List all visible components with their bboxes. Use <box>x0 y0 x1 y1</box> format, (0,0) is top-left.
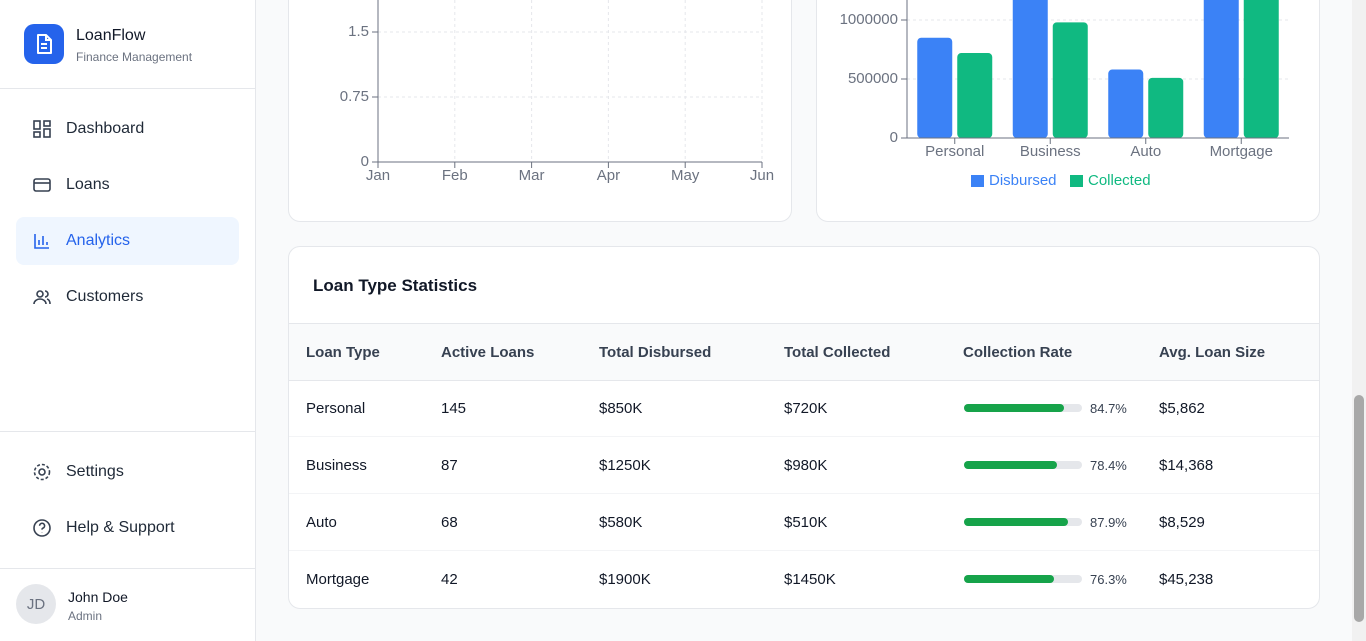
icon <box>33 463 51 481</box>
rate-track <box>964 404 1082 412</box>
table-cell: $1250K <box>599 457 651 474</box>
row-divider <box>289 493 1319 494</box>
table-cell: 145 <box>441 400 467 417</box>
row-divider <box>289 550 1319 551</box>
rate-label: 78.4% <box>1090 458 1127 473</box>
nav-item[interactable]: Help & Support <box>16 504 239 552</box>
table-cell: 42 <box>441 571 458 588</box>
table-card: Loan Type Statistics Loan Type Active Loa… <box>288 246 1320 609</box>
column-header: Active Loans <box>441 343 535 361</box>
table-cell: $45,238 <box>1159 571 1214 588</box>
scroll-thumb[interactable] <box>1354 395 1364 622</box>
bar-chart-card <box>816 0 1320 222</box>
logo <box>24 24 64 64</box>
table-cell: 68 <box>441 514 458 531</box>
divider <box>0 431 255 432</box>
tagline: Finance Management <box>76 50 193 64</box>
rate-bar <box>964 575 1055 583</box>
column-header: Collection Rate <box>963 343 1073 361</box>
user-name: John Doe <box>68 589 128 605</box>
avatar: JD <box>16 584 56 624</box>
table-cell: $5,862 <box>1159 400 1205 417</box>
table-cell: $8,529 <box>1159 514 1205 531</box>
table-cell: $720K <box>784 400 828 417</box>
table-cell: Mortgage <box>306 571 370 588</box>
table-cell: $980K <box>784 457 828 474</box>
nav-item[interactable]: Dashboard <box>16 105 239 153</box>
column-header: Total Disbursed <box>599 343 712 361</box>
table-title: Loan Type Statistics <box>313 276 478 295</box>
nav-label: Analytics <box>66 232 131 249</box>
nav-label: Help & Support <box>66 519 175 536</box>
icon <box>33 178 51 192</box>
column-header: Avg. Loan Size <box>1159 343 1266 361</box>
line-chart-card <box>288 0 792 222</box>
rate-label: 76.3% <box>1090 572 1127 587</box>
nav-item[interactable]: Settings <box>16 448 239 496</box>
rate-track <box>964 461 1082 469</box>
table-header <box>289 323 1319 381</box>
nav-item[interactable]: Analytics <box>16 217 239 265</box>
brand: LoanFlow <box>76 27 146 44</box>
sidebar: LoanFlow Finance Management Dashboard Loa… <box>0 0 256 641</box>
icon <box>33 519 51 537</box>
nav-label: Dashboard <box>66 120 145 137</box>
rate-track <box>964 575 1082 583</box>
nav-label: Loans <box>66 176 110 193</box>
icon <box>34 234 49 249</box>
rate-label: 87.9% <box>1090 515 1127 530</box>
nav-item[interactable]: Customers <box>16 273 239 321</box>
divider <box>0 88 255 89</box>
row-divider <box>289 436 1319 437</box>
table-cell: Auto <box>306 514 337 531</box>
table-cell: $850K <box>599 400 643 417</box>
rate-track <box>964 518 1082 526</box>
rate-bar <box>964 518 1068 526</box>
rate-label: 84.7% <box>1090 401 1127 416</box>
table-cell: $580K <box>599 514 643 531</box>
table-cell: $14,368 <box>1159 457 1214 474</box>
table-cell: $510K <box>784 514 828 531</box>
table-cell: 87 <box>441 457 458 474</box>
logo-icon <box>37 34 52 54</box>
table-cell: $1900K <box>599 571 651 588</box>
table-cell: Business <box>306 457 367 474</box>
nav-item[interactable]: Loans <box>16 161 239 209</box>
table-cell: Personal <box>306 400 366 417</box>
scrollbar <box>1352 0 1366 641</box>
rate-bar <box>964 461 1057 469</box>
icon <box>33 120 51 138</box>
table-cell: $1450K <box>784 571 836 588</box>
nav-label: Settings <box>66 463 124 480</box>
icon <box>33 290 51 305</box>
divider <box>0 568 255 569</box>
column-header: Loan Type <box>306 343 380 361</box>
nav-label: Customers <box>66 288 144 305</box>
rate-bar <box>964 404 1064 412</box>
user-role: Admin <box>68 609 103 623</box>
column-header: Total Collected <box>784 343 891 361</box>
